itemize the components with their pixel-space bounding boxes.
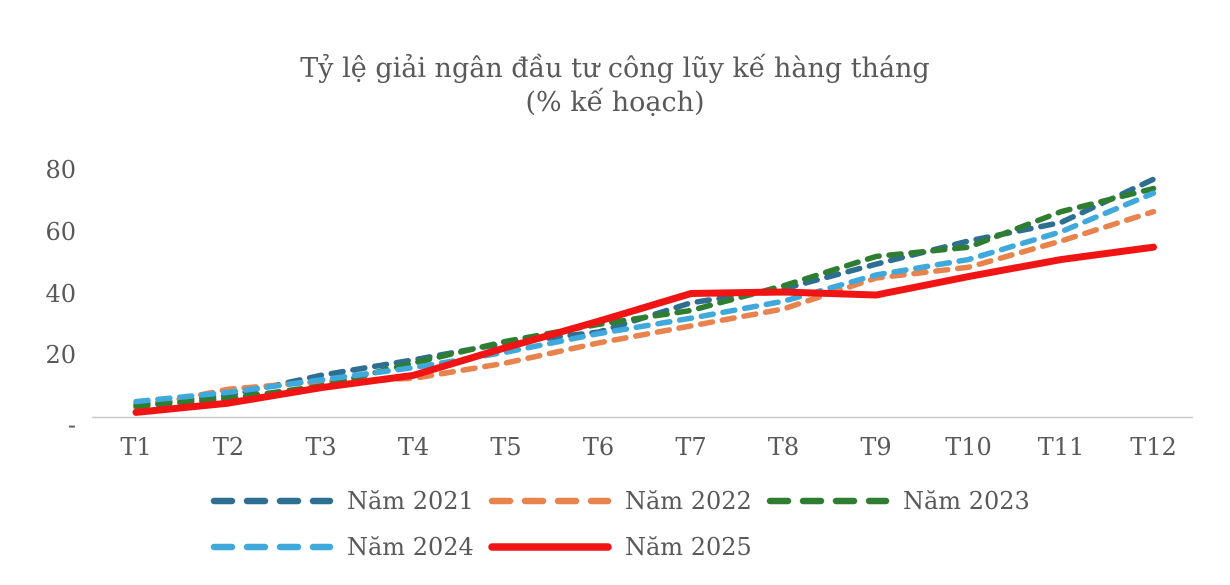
legend-item-nam-2023: Năm 2023 <box>766 478 1044 524</box>
legend-label: Năm 2022 <box>625 487 752 515</box>
legend-item-nam-2025: Năm 2025 <box>488 524 766 570</box>
y-tick-zero: - <box>67 411 76 439</box>
y-tick-40: 40 <box>45 279 76 308</box>
x-tick-t6: T6 <box>582 433 615 461</box>
y-tick-20: 20 <box>45 341 76 370</box>
legend-label: Năm 2025 <box>625 533 752 561</box>
x-tick-t7: T7 <box>675 433 707 461</box>
series-line-nam-2023 <box>133 185 1157 409</box>
x-tick-t3: T3 <box>305 433 337 461</box>
x-tick-t12: T12 <box>1130 433 1177 461</box>
chart-legend: Năm 2021 Năm 2022 Năm 2023 Năm 2024 Năm 2025 <box>210 478 1070 570</box>
legend-label: Năm 2023 <box>903 487 1030 515</box>
x-tick-t8: T8 <box>767 433 800 461</box>
legend-swatch-nam-2024 <box>210 543 334 551</box>
series-line-nam-2022 <box>133 208 1157 411</box>
legend-label: Năm 2024 <box>347 533 474 561</box>
x-tick-t4: T4 <box>397 433 430 461</box>
chart-title-line2: (% kế hoạch) <box>525 87 705 118</box>
chart-title: Tỷ lệ giải ngân đầu tư công lũy kế hàng … <box>0 52 1230 120</box>
series-line-nam-2021 <box>133 176 1157 408</box>
x-tick-t1: T1 <box>120 433 152 461</box>
legend-item-nam-2021: Năm 2021 <box>210 478 488 524</box>
y-tick-60: 60 <box>45 217 76 246</box>
x-tick-t10: T10 <box>945 433 992 461</box>
legend-row: Năm 2024 Năm 2025 <box>210 524 1070 570</box>
x-tick-t2: T2 <box>212 433 245 461</box>
series-line-nam-2025 <box>132 243 1157 416</box>
legend-swatch-nam-2025 <box>488 543 612 551</box>
legend-swatch-nam-2023 <box>766 497 890 505</box>
x-tick-t11: T11 <box>1037 433 1085 461</box>
legend-item-nam-2022: Năm 2022 <box>488 478 766 524</box>
x-tick-t5: T5 <box>490 433 522 461</box>
legend-item-nam-2024: Năm 2024 <box>210 524 488 570</box>
legend-swatch-nam-2022 <box>488 497 612 505</box>
series-line-nam-2024 <box>133 190 1157 405</box>
chart-title-line1: Tỷ lệ giải ngân đầu tư công lũy kế hàng … <box>300 53 930 84</box>
x-tick-t9: T9 <box>860 433 892 461</box>
legend-swatch-nam-2021 <box>210 497 334 505</box>
y-tick-80: 80 <box>45 156 76 184</box>
legend-label: Năm 2021 <box>347 487 474 515</box>
legend-row: Năm 2021 Năm 2022 Năm 2023 <box>210 478 1070 524</box>
